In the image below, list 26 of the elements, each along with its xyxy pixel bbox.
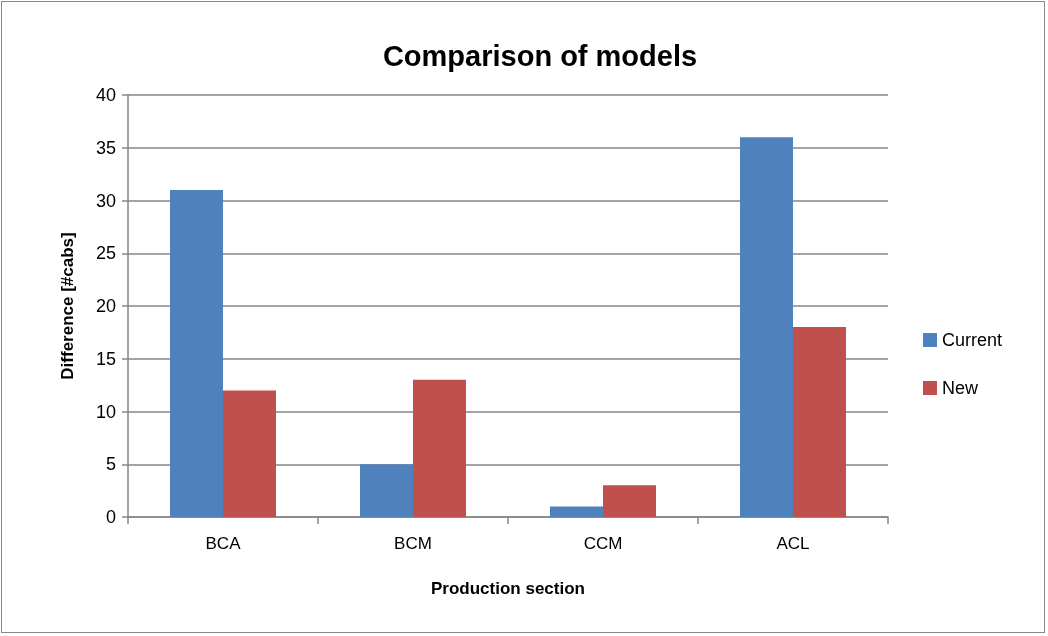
bar: [603, 485, 656, 517]
y-axis-title: Difference [#cabs]: [58, 232, 77, 380]
bar: [740, 137, 793, 517]
y-tick-label: 10: [95, 401, 116, 422]
y-tick-label: 25: [95, 243, 116, 264]
x-tick-label: BCM: [394, 534, 432, 553]
y-tick-label: 20: [95, 296, 116, 316]
bar: [170, 189, 223, 517]
y-tick-label: 30: [95, 190, 116, 211]
bar: [550, 506, 603, 517]
chart-title: Comparison of models: [382, 39, 698, 72]
bar: [413, 379, 466, 517]
x-tick-label: CCM: [583, 534, 623, 553]
bar: [223, 390, 276, 517]
x-axis-title: Production section: [431, 579, 585, 598]
x-tick-label: ACL: [776, 534, 810, 553]
legend-label: New: [942, 378, 980, 398]
legend-label: Current: [942, 330, 1003, 350]
y-tick-label: 40: [95, 85, 116, 105]
y-tick-label: 35: [95, 137, 116, 158]
x-tick-label: BCA: [205, 534, 242, 553]
bar: [360, 464, 413, 517]
y-tick-label: 5: [105, 454, 116, 475]
y-tick-label: 15: [95, 348, 116, 369]
bar: [793, 327, 846, 517]
y-tick-label: 0: [105, 507, 116, 527]
